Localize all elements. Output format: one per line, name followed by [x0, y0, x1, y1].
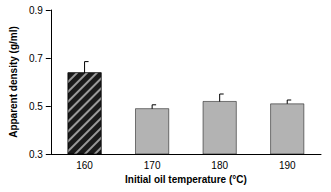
svg-text:0.5: 0.5 — [29, 101, 43, 112]
svg-text:0.9: 0.9 — [29, 5, 43, 16]
svg-text:0.3: 0.3 — [29, 149, 43, 160]
svg-text:0.7: 0.7 — [29, 53, 43, 64]
svg-text:170: 170 — [144, 160, 161, 171]
svg-text:Apparent density (g/ml): Apparent density (g/ml) — [8, 26, 19, 138]
svg-text:160: 160 — [76, 160, 93, 171]
svg-text:180: 180 — [211, 160, 228, 171]
svg-text:Initial oil temperature (°C): Initial oil temperature (°C) — [125, 174, 247, 185]
svg-text:190: 190 — [279, 160, 296, 171]
